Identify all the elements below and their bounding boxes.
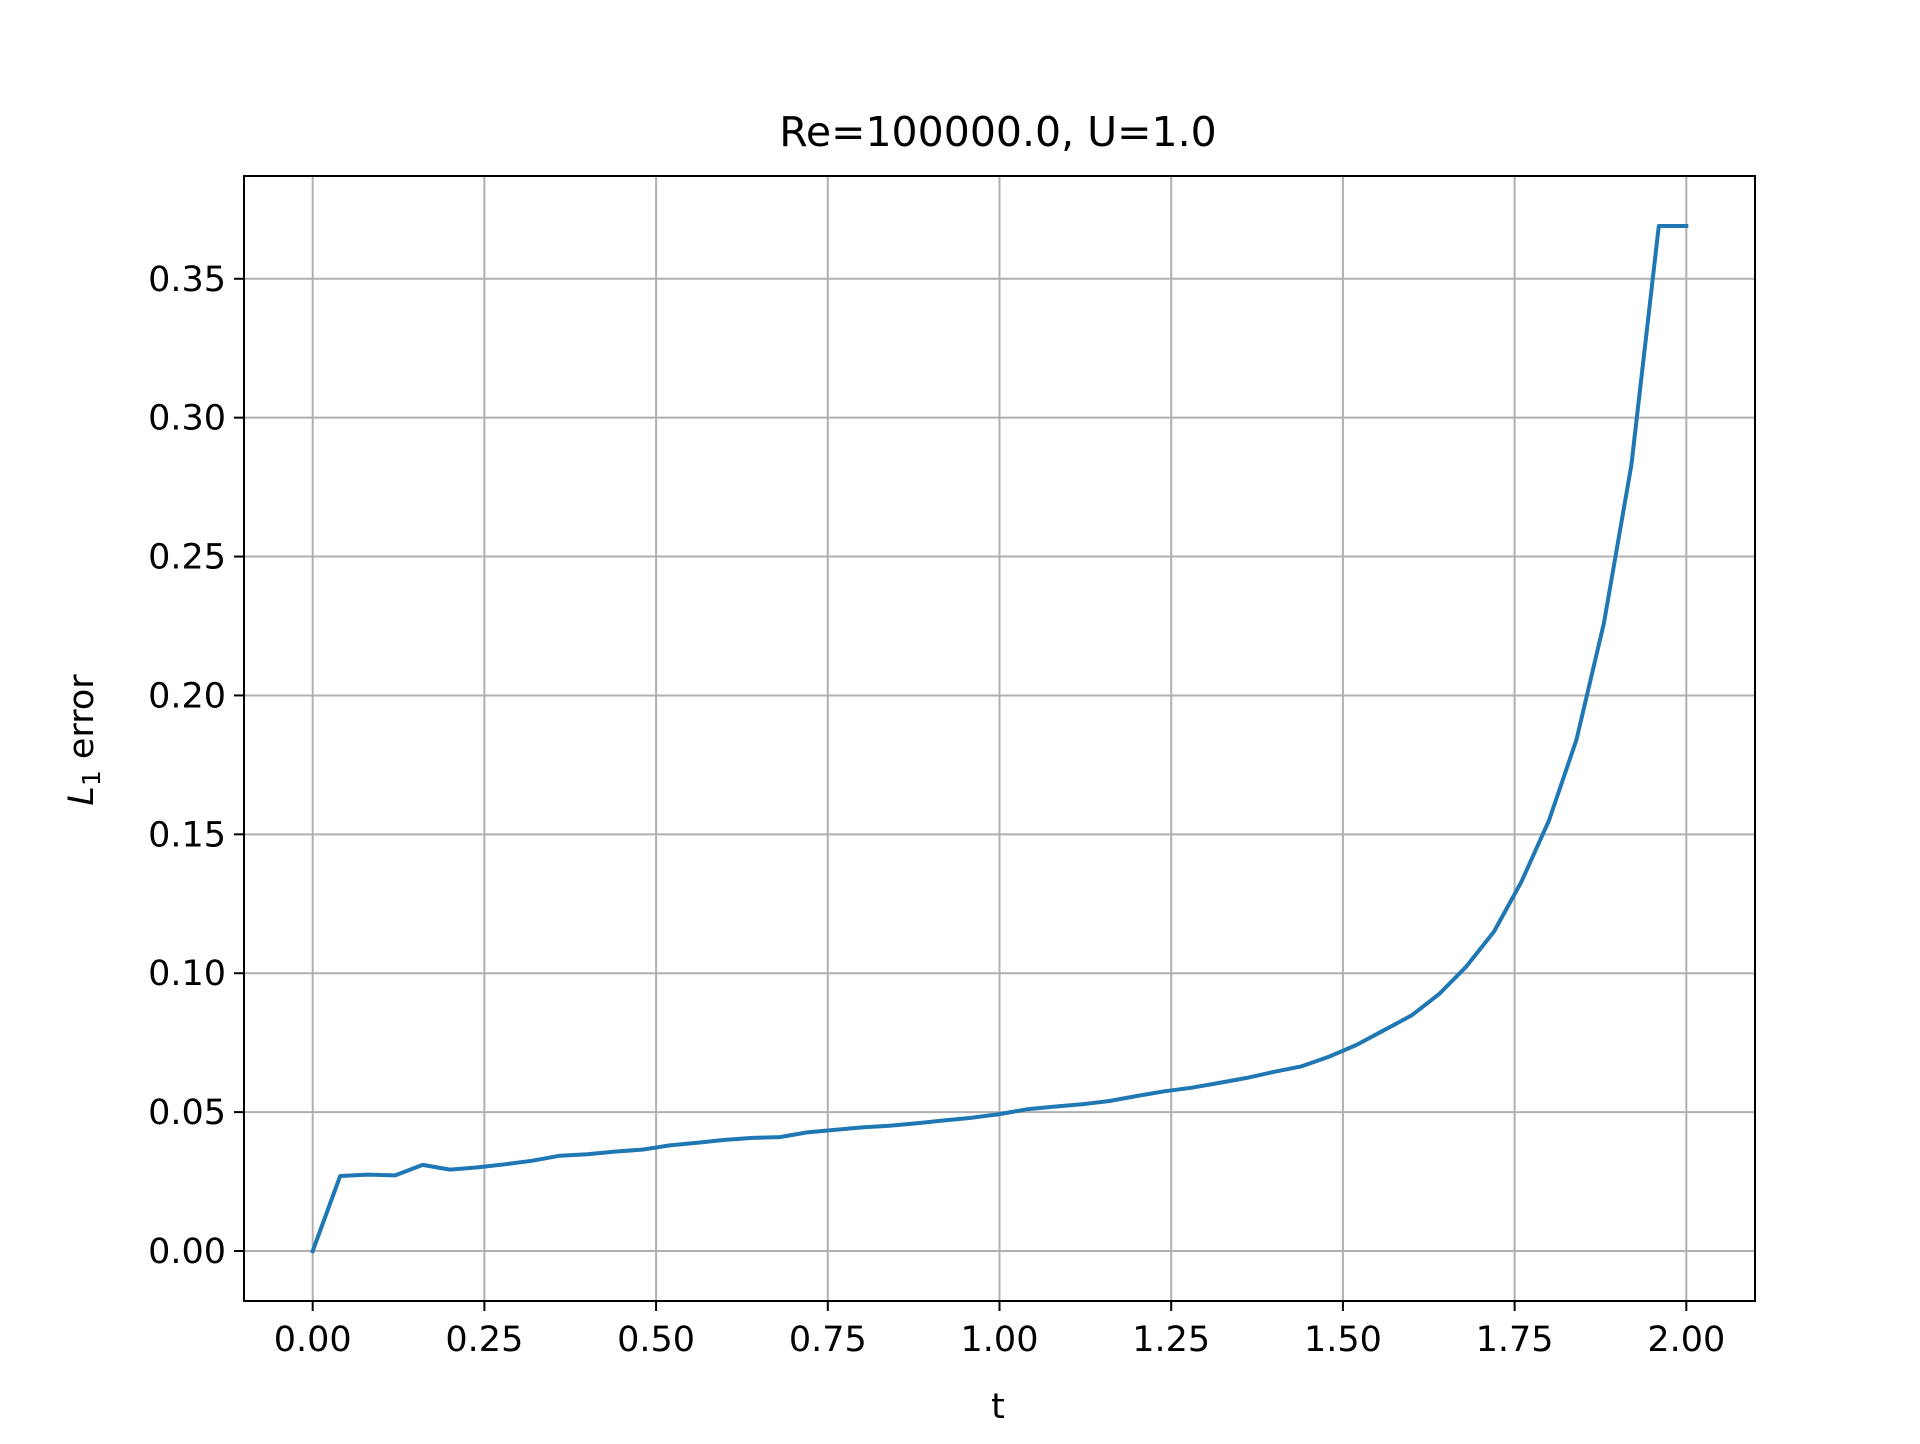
y-tick-label: 0.35 [148, 260, 226, 300]
x-tick-label: 0.00 [274, 1320, 352, 1360]
x-axis-label: t [991, 1387, 1005, 1427]
x-tick-label: 2.00 [1647, 1320, 1725, 1360]
x-tick-label: 0.75 [789, 1320, 867, 1360]
y-ticks: 0.00 0.05 0.10 0.15 0.20 0.25 0.30 0.35 [148, 260, 244, 1272]
series-layer [310, 224, 1689, 1254]
x-tick-label: 1.50 [1304, 1320, 1382, 1360]
y-tick-label: 0.15 [148, 815, 226, 855]
x-tick-label: 0.25 [445, 1320, 523, 1360]
x-tick-label: 1.75 [1476, 1320, 1554, 1360]
y-tick-label: 0.00 [148, 1232, 226, 1272]
y-tick-label: 0.10 [148, 954, 226, 994]
y-axis-label-main: L [62, 786, 102, 806]
series-line [310, 224, 1689, 1254]
y-axis-label-rest: error [62, 674, 102, 770]
x-tick-label: 1.00 [961, 1320, 1039, 1360]
x-tick-label: 0.50 [617, 1320, 695, 1360]
y-tick-label: 0.20 [148, 676, 226, 716]
x-tick-label: 1.25 [1132, 1320, 1210, 1360]
grid-lines [244, 176, 1755, 1301]
y-tick-label: 0.25 [148, 538, 226, 578]
y-axis-label-sub: 1 [77, 770, 106, 786]
x-ticks: 0.00 0.25 0.50 0.75 1.00 1.25 1.50 1.75 2.00 [274, 1301, 1725, 1360]
y-axis-label: L1 error [62, 674, 106, 806]
y-tick-label: 0.05 [148, 1093, 226, 1133]
y-tick-label: 0.30 [148, 399, 226, 439]
chart-title: Re=100000.0, U=1.0 [779, 108, 1217, 156]
